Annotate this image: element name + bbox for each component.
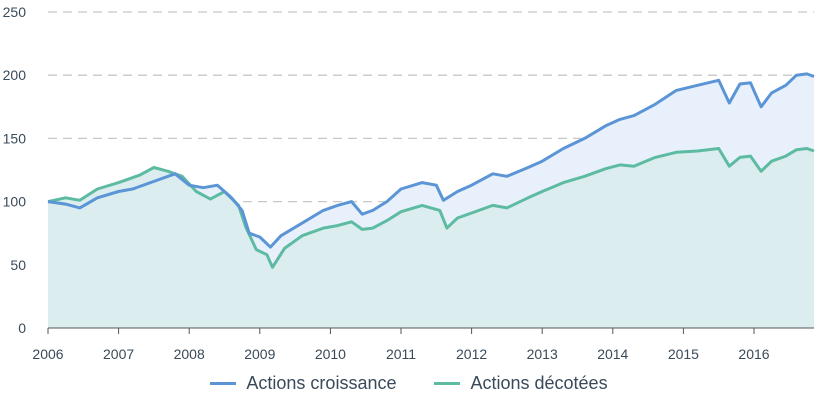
y-tick-label-50: 50 — [10, 257, 26, 273]
x-tick-label-2006: 2006 — [32, 346, 63, 362]
y-tick-label-0: 0 — [18, 320, 26, 336]
series-line-growth — [47, 72, 815, 249]
x-tick-label-2007: 2007 — [103, 346, 134, 362]
legend-label-growth: Actions croissance — [246, 372, 397, 393]
x-tick-label-2013: 2013 — [527, 346, 558, 362]
legend-swatch-growth — [210, 381, 237, 385]
x-tick-label-2010: 2010 — [315, 346, 346, 362]
y-tick-label-250: 250 — [3, 4, 27, 20]
area-fill-value — [48, 148, 814, 328]
x-tick-label-2015: 2015 — [668, 346, 699, 362]
x-tick-label-2016: 2016 — [738, 346, 769, 362]
x-tick-label-2012: 2012 — [456, 346, 487, 362]
legend-label-value: Actions décotées — [470, 372, 608, 393]
x-tick-label-2014: 2014 — [597, 346, 628, 362]
y-tick-label-150: 150 — [3, 130, 27, 146]
legend-swatch-value — [434, 381, 461, 385]
x-tick-label-2011: 2011 — [386, 346, 416, 362]
x-tick-label-2009: 2009 — [244, 346, 275, 362]
legend-item-value: Actions décotées — [434, 372, 608, 394]
area-fills — [48, 73, 814, 329]
y-tick-label-100: 100 — [3, 194, 27, 210]
legend: Actions croissance Actions décotées — [0, 368, 818, 398]
legend-item-growth: Actions croissance — [210, 373, 396, 394]
series-lines — [47, 72, 815, 269]
y-tick-label-200: 200 — [3, 67, 27, 83]
axes: 0 50 100 150 200 250 2006 2007 2008 2009 2010 2011 2… — [3, 4, 814, 362]
x-tick-label-2008: 2008 — [174, 346, 205, 362]
